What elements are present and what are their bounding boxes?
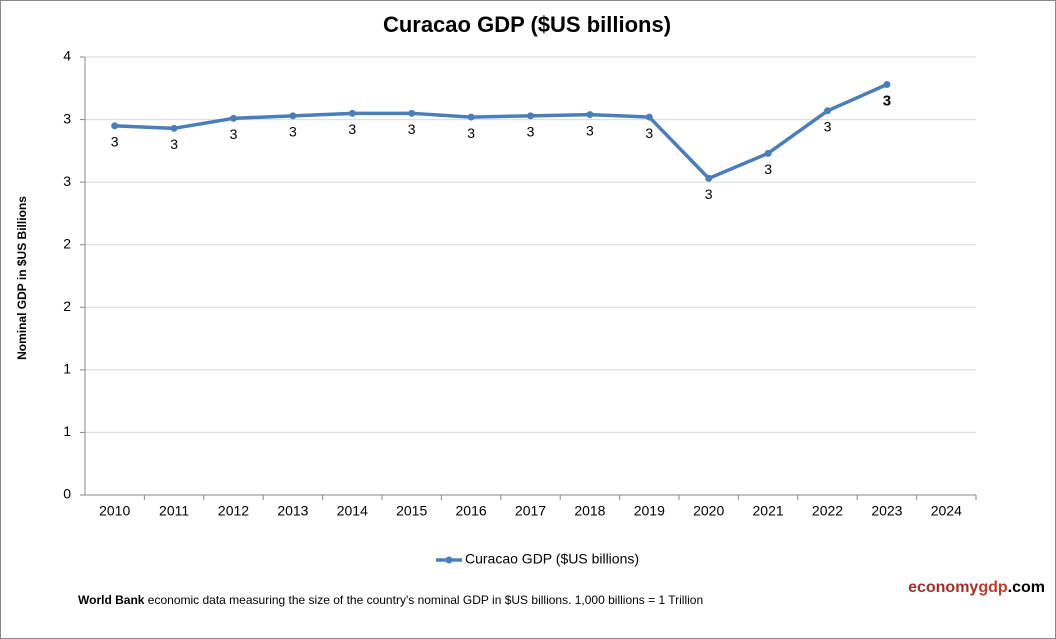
brand-part: .com	[1008, 579, 1045, 596]
data-label: 3	[645, 125, 653, 141]
x-tick-label: 2020	[693, 503, 724, 519]
point	[705, 174, 713, 182]
data-label: 3	[348, 121, 356, 137]
point	[527, 112, 534, 120]
footer-source: World Bank	[78, 593, 145, 607]
x-tick-label: 2013	[277, 503, 308, 519]
brand: economygdp.com	[908, 579, 1045, 596]
data-label: 3	[824, 119, 832, 135]
footer-text: economic data measuring the size of the …	[148, 593, 703, 607]
brand-part: economy	[908, 579, 978, 596]
x-tick-label: 2019	[634, 503, 665, 519]
x-tick-label: 2024	[931, 503, 962, 519]
y-tick-label: 1	[63, 361, 71, 377]
point	[586, 111, 594, 119]
x-tick-label: 2012	[218, 503, 249, 519]
point	[467, 113, 475, 121]
chart-title: Curacao GDP ($US billions)	[383, 12, 671, 37]
x-tick-label: 2010	[99, 503, 130, 519]
y-axis-label: Nominal GDP in $US Billions	[15, 196, 29, 360]
y-tick-label: 3	[63, 173, 71, 189]
legend-marker	[445, 556, 453, 564]
brand-part: gdp	[978, 579, 1008, 596]
point	[170, 124, 178, 132]
point	[645, 113, 653, 121]
y-tick-label: 0	[63, 486, 71, 502]
x-tick-label: 2016	[456, 503, 487, 519]
point	[408, 109, 416, 117]
y-tick-label: 3	[63, 110, 71, 126]
y-tick-label: 4	[63, 48, 71, 64]
point	[883, 81, 891, 89]
data-label: 3	[883, 93, 891, 110]
data-label: 3	[230, 126, 238, 142]
point	[289, 112, 297, 120]
point	[824, 107, 831, 115]
x-tick-label: 2011	[159, 503, 189, 519]
x-tick-label: 2014	[337, 503, 368, 519]
x-tick-label: 2017	[515, 503, 546, 519]
y-tick-label: 2	[63, 298, 71, 314]
data-label: 3	[408, 121, 416, 137]
data-label: 3	[170, 136, 178, 152]
y-tick-label: 2	[63, 235, 71, 251]
y-tick-label: 1	[63, 423, 71, 439]
point	[348, 109, 356, 117]
x-tick-label: 2023	[871, 503, 902, 519]
x-tick-label: 2018	[574, 503, 605, 519]
data-label: 3	[764, 161, 772, 177]
data-label: 3	[289, 124, 297, 140]
x-tick-label: 2021	[753, 503, 784, 519]
data-label: 3	[586, 122, 594, 138]
x-tick-label: 2022	[812, 503, 843, 519]
x-tick-label: 2015	[396, 503, 427, 519]
data-label: 3	[705, 186, 713, 202]
point	[764, 149, 772, 157]
series-line	[114, 82, 888, 181]
data-label: 3	[111, 134, 119, 150]
point	[230, 114, 237, 122]
data-label: 3	[467, 125, 475, 141]
footer: World Bank economic data measuring the s…	[78, 593, 703, 607]
point	[111, 122, 119, 130]
legend-label: Curacao GDP ($US billions)	[465, 551, 639, 567]
data-label: 3	[527, 124, 535, 140]
